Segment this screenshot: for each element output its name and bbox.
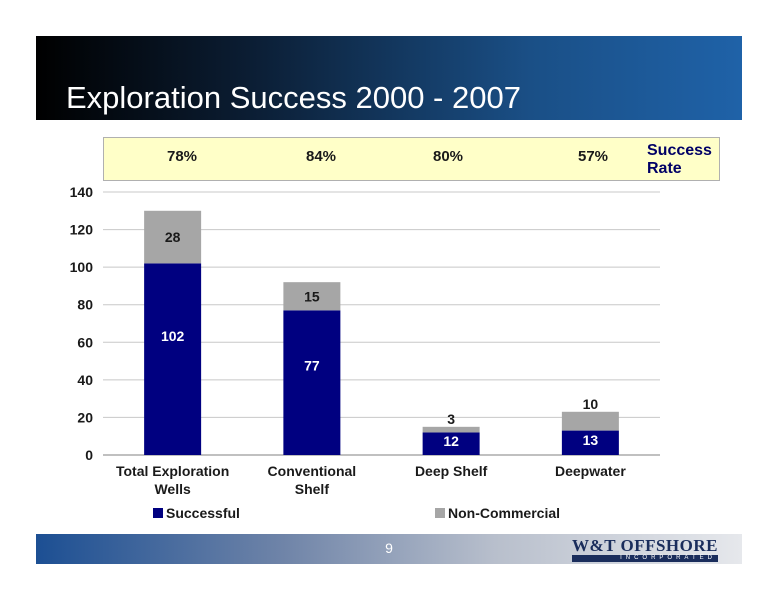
y-tick-label: 120 [70,222,94,238]
bar-successful [144,263,202,455]
bar-non-commercial [283,282,341,311]
logo-sub: INCORPORATED [572,555,718,562]
data-label: 28 [165,229,181,245]
data-label: 13 [583,432,599,448]
y-tick-label: 140 [70,184,94,200]
y-tick-label: 80 [77,297,93,313]
category-label: Shelf [295,481,330,497]
bar-non-commercial [144,210,202,264]
bar-successful [561,430,619,455]
title-banner: Exploration Success 2000 - 2007 [36,36,742,120]
data-label: 77 [304,357,320,373]
category-label: Total Exploration [116,463,229,479]
footer-bar: 9 W&T OFFSHORE INCORPORATED [36,534,742,564]
success-rate-deep-shelf: 80% [432,148,464,165]
data-label: 10 [583,396,599,412]
data-label: 102 [161,328,185,344]
category-label: Deepwater [555,463,626,479]
category-label: Deep Shelf [415,463,488,479]
company-logo: W&T OFFSHORE INCORPORATED [572,537,718,562]
success-rate-conventional: 84% [305,148,337,165]
data-label: 3 [447,411,455,427]
bar-successful [283,310,341,455]
category-label: Wells [154,481,191,497]
legend-swatch [153,508,163,518]
y-tick-label: 100 [70,259,94,275]
success-rate-label: Success Rate [647,142,712,177]
bar-non-commercial [561,411,619,431]
data-label: 12 [443,433,459,449]
bar-non-commercial [422,426,480,433]
data-label: 15 [304,288,320,304]
success-rate-total: 78% [166,148,198,165]
y-tick-label: 40 [77,372,93,388]
success-rate-box: 78% 84% 80% 57% Success Rate [103,137,720,181]
legend-label: Successful [166,505,240,521]
y-tick-label: 20 [77,409,93,425]
logo-name: W&T OFFSHORE [572,536,718,555]
legend-swatch [435,508,445,518]
legend-label: Non-Commercial [448,505,560,521]
bar-successful [422,432,480,455]
y-tick-label: 0 [85,447,93,463]
y-tick-label: 60 [77,334,93,350]
page-title: Exploration Success 2000 - 2007 [66,80,521,115]
page-number: 9 [385,540,393,556]
success-rate-deepwater: 57% [577,148,609,165]
category-label: Conventional [268,463,357,479]
